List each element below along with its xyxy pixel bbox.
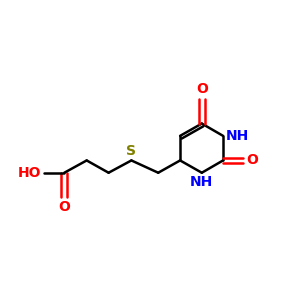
Text: HO: HO	[18, 166, 41, 180]
Text: S: S	[126, 144, 136, 158]
Text: NH: NH	[190, 175, 213, 189]
Text: NH: NH	[226, 129, 249, 143]
Text: O: O	[196, 82, 208, 96]
Text: O: O	[246, 153, 258, 167]
Text: O: O	[58, 200, 70, 214]
